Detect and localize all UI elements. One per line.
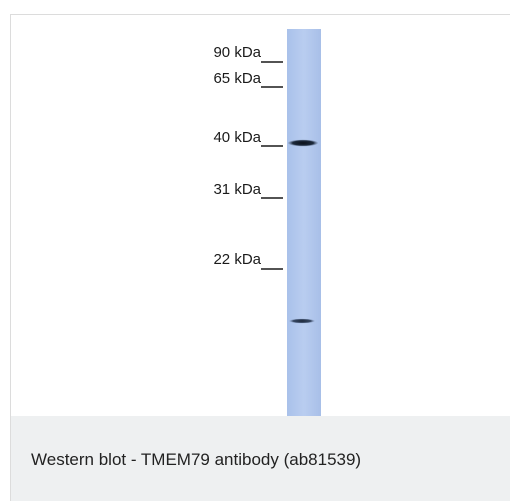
marker-label-40kda: 40 kDa [213, 129, 261, 146]
gel-lane [287, 29, 321, 416]
marker-ticks [261, 61, 283, 270]
marker-label-65kda: 65 kDa [213, 70, 261, 87]
marker-label-22kda: 22 kDa [213, 251, 261, 268]
marker-label-31kda: 31 kDa [213, 181, 261, 198]
western-blot-image [261, 29, 321, 416]
marker-label-90kda: 90 kDa [213, 44, 261, 61]
band-lower [289, 318, 315, 324]
western-blot-figure: 90 kDa 65 kDa 40 kDa 31 kDa 22 kDa [10, 14, 510, 416]
caption-bar: Western blot - TMEM79 antibody (ab81539) [10, 416, 510, 501]
figure-caption: Western blot - TMEM79 antibody (ab81539) [31, 450, 362, 469]
band-40kda [288, 139, 318, 147]
